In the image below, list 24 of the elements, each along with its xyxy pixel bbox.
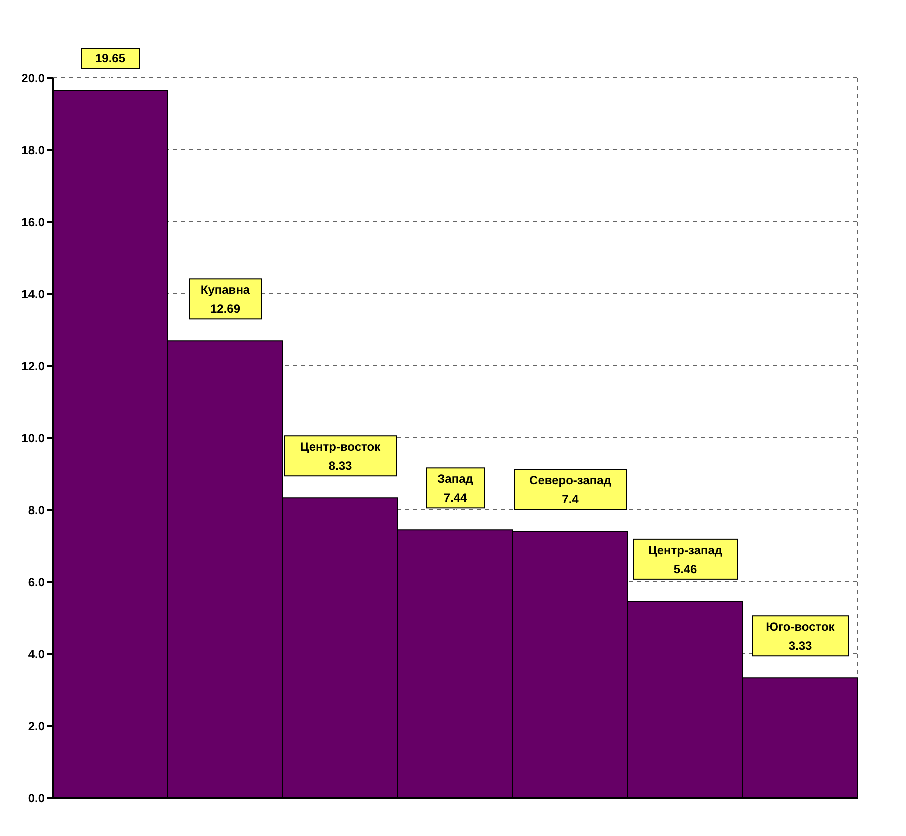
x-tick-label: Юго-восток: [766, 620, 836, 634]
data-label: 7.4: [562, 492, 580, 507]
data-label: 12.69: [210, 302, 241, 316]
x-tick-label: Запад: [438, 472, 474, 486]
y-tick-label: 18.0: [22, 143, 46, 158]
y-tick-label: 2.0: [28, 719, 46, 734]
data-label: 3.33: [788, 639, 812, 654]
y-tick-label: 12.0: [22, 359, 46, 374]
y-tick-label: 6.0: [28, 575, 46, 590]
data-label: 19.65: [95, 52, 126, 66]
x-tick-label: Центр-восток: [300, 440, 382, 454]
x-tick-label: Центр-запад: [648, 543, 723, 558]
data-label: 7.44: [444, 491, 468, 506]
x-tick-label: Северо-запад: [530, 474, 612, 488]
x-tick-label: Купавна: [200, 283, 250, 298]
y-tick-label: 0.0: [28, 791, 46, 806]
data-label: 8.33: [328, 459, 352, 474]
y-tick-label: 20.0: [22, 71, 46, 86]
y-tick-label: 10.0: [22, 431, 46, 446]
y-tick-label: 8.0: [28, 503, 46, 518]
y-tick-label: 4.0: [28, 647, 46, 662]
y-tick-label: 16.0: [22, 215, 46, 230]
data-label: 5.46: [674, 562, 698, 576]
y-tick-label: 14.0: [22, 287, 46, 302]
